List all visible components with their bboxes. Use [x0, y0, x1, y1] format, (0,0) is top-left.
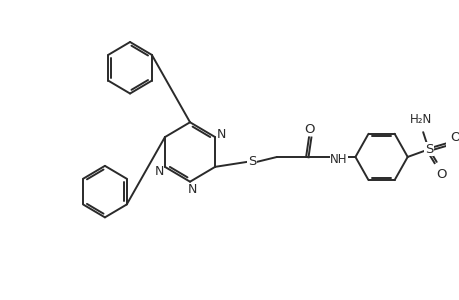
Text: S: S	[424, 142, 432, 155]
Text: N: N	[216, 128, 225, 141]
Text: S: S	[247, 155, 256, 168]
Text: O: O	[303, 123, 313, 136]
Text: H₂N: H₂N	[409, 113, 431, 126]
Text: N: N	[154, 165, 163, 178]
Text: NH: NH	[330, 153, 347, 167]
Text: N: N	[187, 183, 196, 196]
Text: O: O	[435, 168, 446, 181]
Text: O: O	[449, 130, 459, 144]
